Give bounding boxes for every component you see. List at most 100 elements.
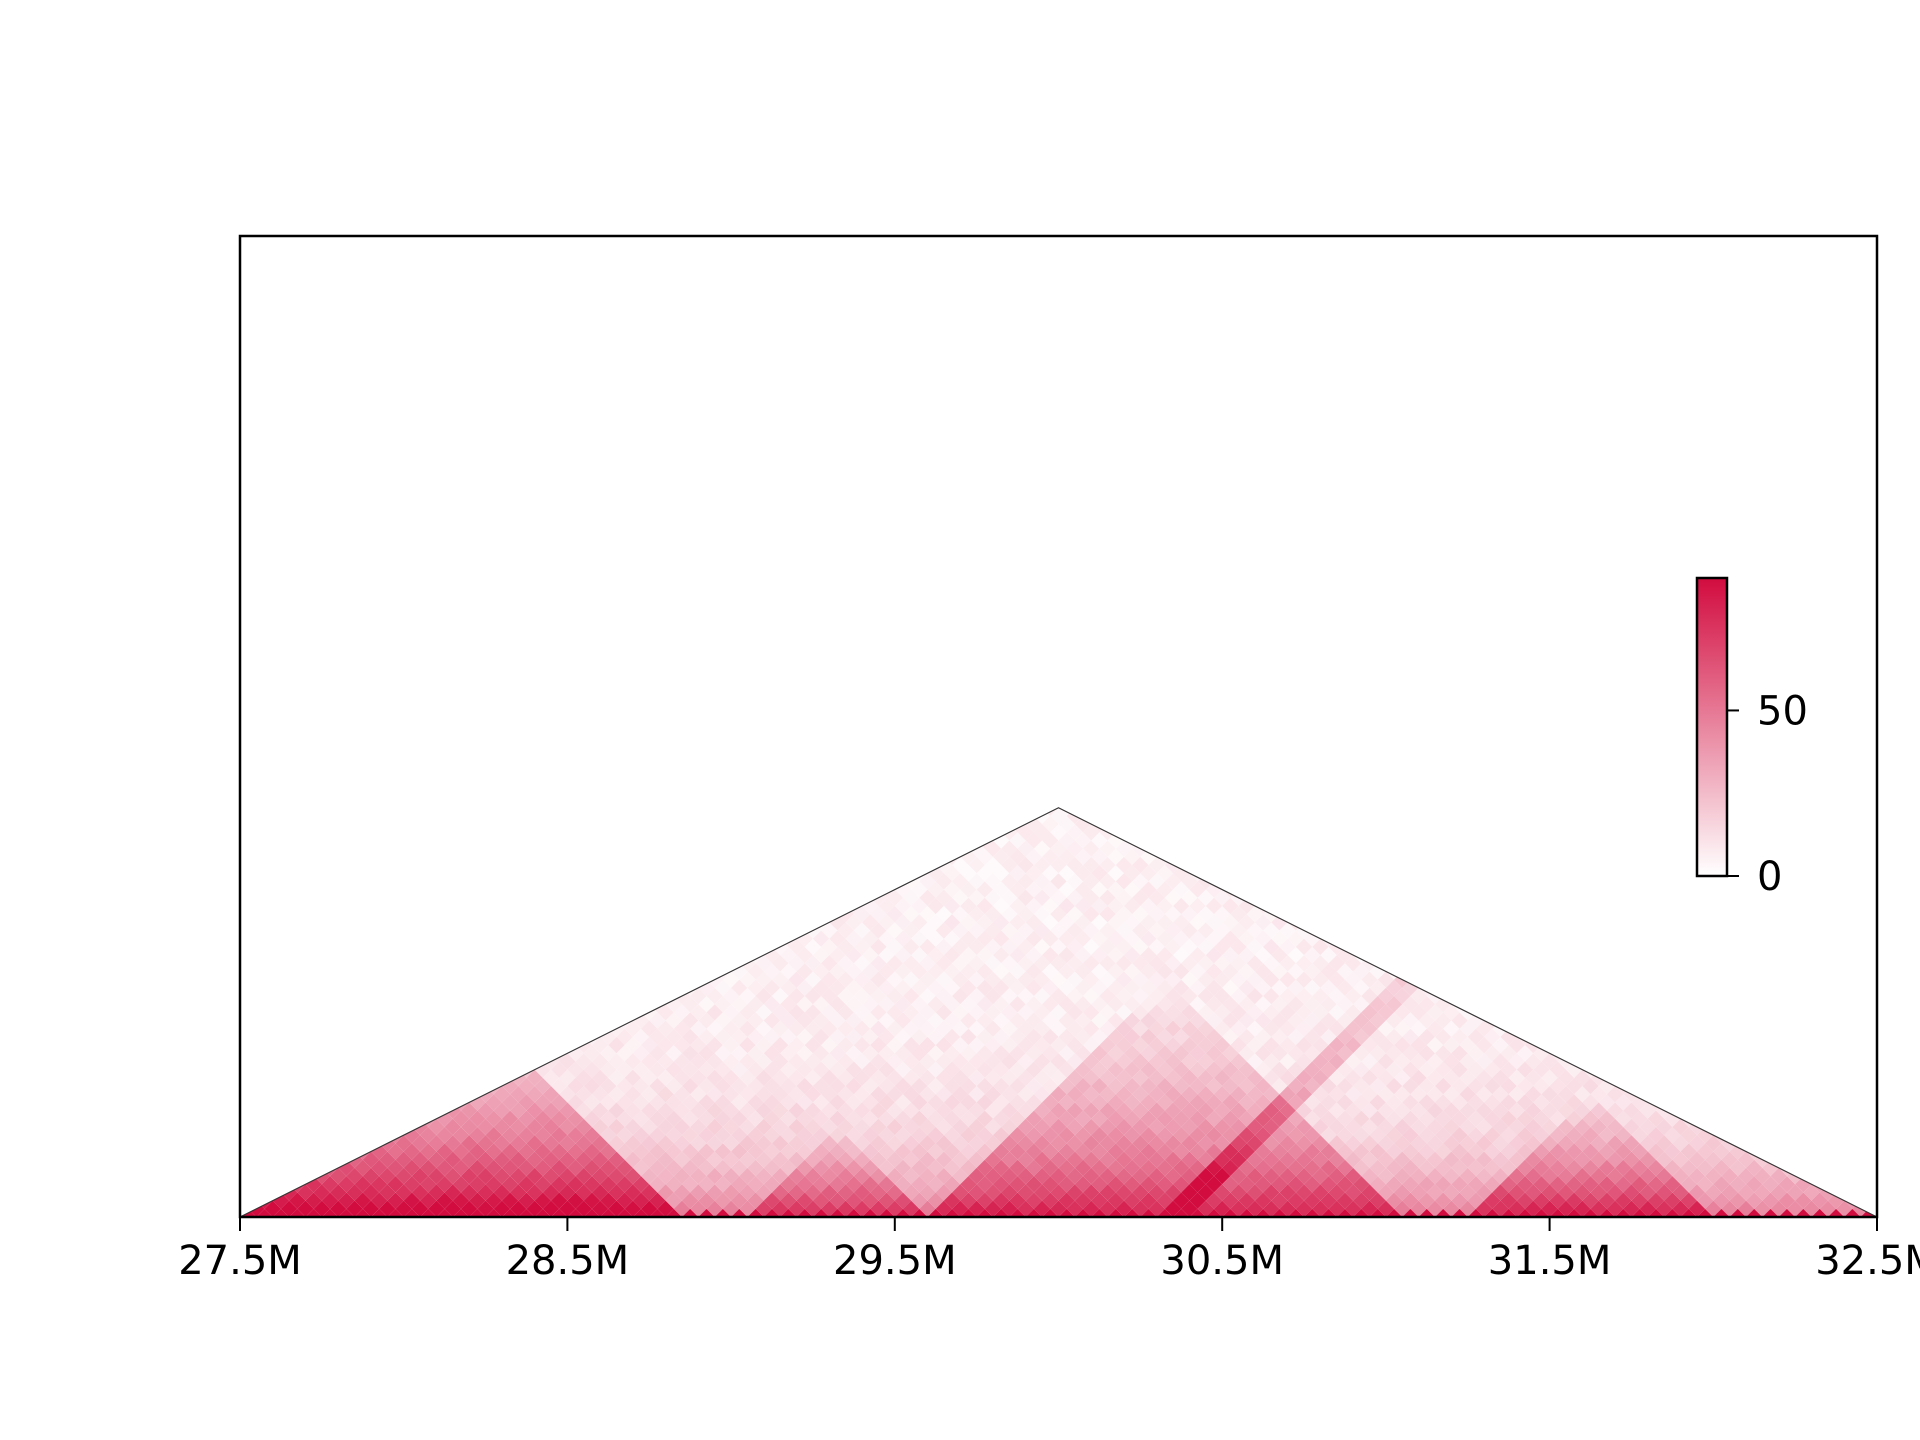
heatmap-cell	[1263, 1151, 1280, 1168]
heatmap-cell	[1263, 1200, 1280, 1217]
heatmap-cell	[1066, 840, 1084, 857]
heatmap-cell	[1484, 1159, 1501, 1177]
heatmap-cell	[698, 1110, 715, 1127]
heatmap-cell	[1033, 824, 1051, 841]
heatmap-cell	[1164, 889, 1182, 906]
heatmap-cell	[280, 1200, 298, 1217]
heatmap-cell	[1050, 807, 1067, 825]
heatmap-cell	[681, 1028, 699, 1046]
heatmap-cell	[501, 1143, 519, 1160]
heatmap-cell	[722, 1086, 740, 1103]
heatmap-cell	[1295, 1036, 1313, 1054]
heatmap-cell	[763, 1159, 781, 1177]
heatmap-cell	[1467, 1045, 1485, 1062]
heatmap-cell	[1197, 922, 1215, 939]
heatmap-cell	[739, 1004, 756, 1021]
heatmap-cell	[665, 1094, 682, 1111]
heatmap-cell	[1500, 1077, 1517, 1095]
heatmap-cell	[706, 1102, 723, 1119]
heatmap-cell	[821, 1167, 838, 1185]
heatmap-cell	[698, 1208, 715, 1217]
heatmap-cell	[911, 1176, 928, 1193]
heatmap-cell	[1263, 1069, 1280, 1087]
heatmap-cell	[1263, 955, 1280, 972]
heatmap-cell	[731, 1159, 748, 1177]
heatmap-cell	[1074, 1208, 1092, 1217]
heatmap-cell	[1385, 996, 1403, 1013]
heatmap-cell	[1394, 1151, 1411, 1168]
heatmap-cell	[1533, 1143, 1550, 1160]
heatmap-cell	[1009, 1028, 1026, 1046]
heatmap-cell	[960, 1143, 977, 1160]
heatmap-cell	[1173, 1077, 1190, 1095]
heatmap-cell	[1754, 1200, 1771, 1217]
heatmap-cell	[837, 1184, 854, 1201]
heatmap-cell	[559, 1102, 576, 1119]
heatmap-cell	[919, 1086, 936, 1103]
heatmap-cell	[886, 1118, 903, 1136]
heatmap-cell	[706, 1184, 723, 1201]
heatmap-cell	[968, 955, 985, 972]
heatmap-cell	[1017, 1020, 1034, 1037]
heatmap-cell	[1189, 946, 1206, 964]
heatmap-cell	[1009, 963, 1026, 980]
heatmap-cell	[1836, 1200, 1853, 1217]
heatmap-cell	[518, 1110, 535, 1127]
heatmap-cell	[600, 1077, 617, 1095]
heatmap-cell	[1058, 815, 1075, 833]
heatmap-cell	[681, 1126, 699, 1144]
heatmap-cell	[1140, 897, 1157, 915]
heatmap-cell	[984, 955, 1002, 972]
heatmap-cell	[1336, 1012, 1354, 1029]
heatmap-cell	[1361, 1036, 1378, 1054]
heatmap-cell	[1598, 1208, 1616, 1217]
heatmap-cell	[804, 1036, 822, 1054]
heatmap-cell	[960, 1045, 977, 1062]
heatmap-cell	[1631, 1176, 1648, 1193]
heatmap-cell	[1394, 1004, 1411, 1021]
heatmap-cell	[960, 996, 977, 1013]
heatmap-cell	[1066, 922, 1084, 939]
heatmap-cell	[878, 1045, 895, 1062]
heatmap-cell	[665, 1110, 682, 1127]
heatmap-cell	[747, 1143, 764, 1160]
heatmap-cell	[763, 1094, 781, 1111]
heatmap-cell	[886, 1135, 903, 1152]
heatmap-cell	[960, 1192, 977, 1209]
heatmap-cell	[1377, 1020, 1395, 1037]
heatmap-cell	[567, 1176, 584, 1193]
heatmap-cell	[1074, 1077, 1092, 1095]
heatmap-cell	[829, 1094, 846, 1111]
heatmap-cell	[976, 1110, 994, 1127]
heatmap-cell	[1058, 963, 1075, 980]
heatmap-cell	[952, 889, 969, 906]
heatmap-cell	[1033, 873, 1051, 890]
heatmap-cell	[1565, 1192, 1583, 1209]
heatmap-cell	[1287, 1012, 1305, 1029]
heatmap-cell	[1107, 1061, 1124, 1078]
heatmap-cell	[1295, 955, 1313, 972]
heatmap-cell	[1017, 1135, 1034, 1152]
heatmap-cell	[1156, 1192, 1174, 1209]
heatmap-cell	[1091, 1012, 1108, 1029]
heatmap-cell	[919, 1151, 936, 1168]
heatmap-cell	[1115, 840, 1133, 857]
heatmap-cell	[657, 1167, 674, 1185]
heatmap-cell	[1009, 1061, 1026, 1078]
heatmap-cell	[690, 1151, 707, 1168]
heatmap-cell	[1033, 955, 1051, 972]
heatmap-cell	[1164, 971, 1182, 988]
heatmap-cell	[1009, 1126, 1026, 1144]
heatmap-cell	[1123, 848, 1141, 866]
heatmap-cell	[591, 1102, 609, 1119]
heatmap-cell	[1238, 1176, 1255, 1193]
heatmap-cell	[763, 1077, 781, 1095]
heatmap-cell	[542, 1200, 560, 1217]
heatmap-cell	[501, 1192, 519, 1209]
heatmap-cell	[1565, 1077, 1583, 1095]
heatmap-cell	[690, 1167, 707, 1185]
heatmap-cell	[1312, 1102, 1329, 1119]
heatmap-cell	[1025, 996, 1043, 1013]
heatmap-cell	[911, 1028, 928, 1046]
heatmap-cell	[1009, 1094, 1026, 1111]
